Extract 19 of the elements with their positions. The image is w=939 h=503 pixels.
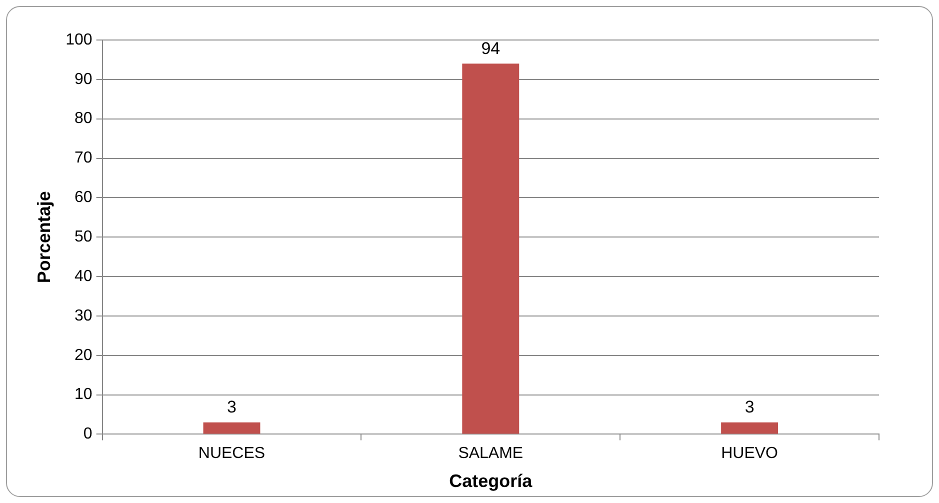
y-tick-label: 80 [74, 110, 92, 128]
x-tick-label: SALAME [458, 445, 524, 462]
data-label: 3 [744, 398, 754, 417]
x-tick-label: NUECES [198, 445, 266, 462]
y-tick-label: 10 [74, 386, 92, 404]
x-axis-title: Categoría [449, 471, 534, 492]
y-tick-label: 100 [66, 31, 92, 48]
data-label: 94 [481, 38, 500, 58]
x-tick-label: HUEVO [721, 445, 778, 462]
y-tick-label: 0 [83, 426, 92, 443]
y-tick-label: 30 [74, 307, 92, 324]
y-axis-title: Porcentaje [34, 191, 54, 284]
y-tick-label: 50 [74, 228, 92, 246]
y-tick-label: 70 [74, 150, 92, 167]
y-tick-label: 90 [74, 70, 92, 88]
y-tick-label: 20 [74, 346, 92, 364]
y-tick-label: 40 [74, 268, 92, 285]
y-tick-label: 60 [74, 189, 92, 206]
data-label: 3 [227, 398, 236, 417]
